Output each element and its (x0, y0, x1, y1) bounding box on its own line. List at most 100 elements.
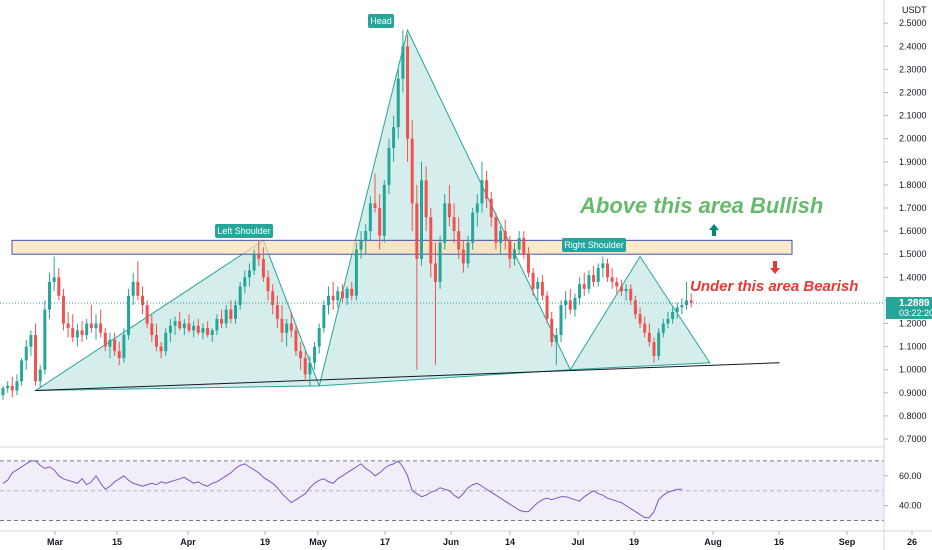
candle (666, 311, 670, 329)
rsi-axis: 40.00 60.00 (884, 471, 922, 511)
candle (257, 240, 261, 266)
right-shoulder-label-pill (562, 238, 626, 252)
candle (173, 316, 177, 336)
candle-body (150, 323, 154, 336)
candle (578, 277, 582, 306)
candle (308, 355, 312, 386)
candle (220, 309, 224, 329)
candle-body (643, 323, 647, 333)
candle-body (671, 311, 675, 319)
candle (689, 293, 693, 308)
candle (192, 321, 196, 338)
candle-body (387, 147, 391, 185)
candle (85, 318, 89, 340)
candle (24, 339, 28, 370)
candle (229, 300, 233, 324)
candle (210, 328, 214, 342)
time-tick-label: Mar (47, 537, 64, 547)
candle (633, 295, 637, 319)
price-tick-label: 2.5000 (899, 18, 927, 28)
candle-body (452, 217, 456, 232)
candle (480, 161, 484, 213)
time-tick-label: Apr (180, 537, 196, 547)
candle (196, 318, 200, 336)
candle (266, 270, 270, 301)
candle (606, 258, 609, 282)
candle (433, 242, 437, 366)
candle-body (443, 203, 447, 243)
price-tick-label: 2.3000 (899, 64, 927, 74)
candle-body (610, 277, 614, 282)
candle (457, 217, 461, 259)
candle (322, 300, 326, 333)
candle (289, 311, 293, 338)
candle (438, 235, 442, 289)
candle-body (43, 309, 47, 370)
price-tick-label: 1.8000 (899, 180, 927, 190)
time-tick-label: 15 (112, 537, 122, 547)
candle-body (517, 238, 521, 250)
left-shoulder-label-pill (215, 224, 273, 238)
candle-body (336, 291, 340, 301)
candle (187, 314, 191, 333)
price-tick-label: 1.1000 (899, 342, 927, 352)
candle-body (540, 281, 544, 296)
time-tick-label: Jun (443, 537, 459, 547)
candle (103, 328, 107, 352)
candle (234, 300, 237, 324)
currency-label: USDT (902, 5, 927, 15)
candle-body (410, 138, 414, 204)
candle-body (629, 288, 633, 301)
candle (485, 171, 489, 208)
candle (159, 341, 163, 359)
candle (466, 235, 470, 269)
price-tick-label: 1.4000 (899, 272, 927, 282)
candle (141, 286, 144, 315)
candle-body (127, 295, 131, 336)
candle (550, 311, 554, 347)
candle-body (261, 258, 265, 278)
candle-body (433, 263, 437, 282)
candle-body (624, 288, 628, 292)
candle-body (117, 351, 121, 359)
time-tick-label: May (309, 537, 327, 547)
head-label: Head (368, 14, 394, 28)
candle-body (20, 360, 24, 382)
up-arrow-shape (709, 224, 719, 236)
candle-body (243, 277, 247, 287)
candle (238, 281, 242, 310)
candle (554, 328, 558, 366)
candlestick-series (1, 30, 693, 400)
left-shoulder-label-text: Left Shoulder (217, 226, 271, 236)
candle-body (331, 295, 335, 301)
candle-body (378, 208, 382, 236)
candle (252, 249, 256, 275)
candle (29, 330, 33, 356)
candle-body (354, 249, 358, 296)
candle (57, 268, 61, 301)
candle-body (471, 212, 475, 243)
candle (382, 180, 386, 243)
candle-body (6, 385, 10, 389)
candle (494, 212, 498, 250)
candle (313, 341, 317, 370)
candle-body (392, 127, 396, 148)
candle-body (554, 335, 558, 342)
candle-body (89, 323, 93, 329)
candle-body (619, 286, 623, 292)
candle (387, 138, 391, 195)
candle-body (564, 300, 568, 306)
candle (34, 323, 38, 386)
candle (275, 295, 279, 329)
candle-body (113, 339, 117, 352)
neckline (35, 362, 780, 391)
candle (536, 277, 540, 301)
candle-body (657, 332, 661, 356)
time-tick-label: Jul (571, 537, 584, 547)
candle (559, 300, 563, 342)
candle-body (689, 300, 693, 303)
candle-body (34, 335, 38, 382)
candle (545, 291, 549, 324)
candle (643, 316, 647, 338)
price-tick-label: 1.0000 (899, 365, 927, 375)
